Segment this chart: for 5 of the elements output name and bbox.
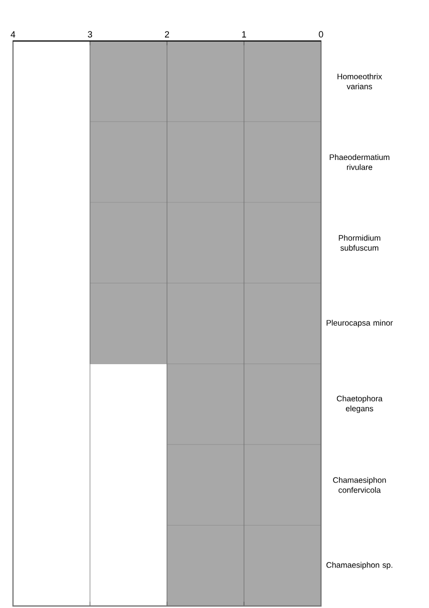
x-tick-label: 3 xyxy=(88,31,92,38)
x-tick-label: 0 xyxy=(318,31,324,38)
x-tick-label: 1 xyxy=(242,31,246,38)
x-tick-label: 2 xyxy=(164,31,170,38)
x-tick-label: 4 xyxy=(10,31,16,38)
